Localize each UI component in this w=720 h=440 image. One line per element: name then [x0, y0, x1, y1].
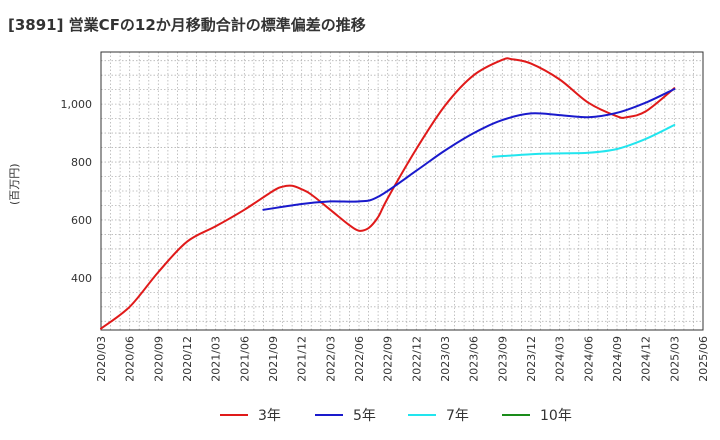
legend-label-3y: 3年 [258, 408, 281, 424]
legend-label-5y: 5年 [353, 408, 376, 424]
y-tick-label: 1,000 [61, 98, 93, 111]
y-tick-label: 400 [71, 272, 92, 285]
x-tick-label: 2020/06 [124, 336, 137, 382]
legend-item-5y: 5年 [315, 404, 376, 426]
legend-item-7y: 7年 [408, 404, 469, 426]
x-tick-label: 2021/12 [296, 336, 309, 382]
x-tick-label: 2023/06 [468, 336, 481, 382]
x-tick-label: 2024/03 [554, 336, 567, 382]
series-line-3y [100, 57, 676, 330]
x-tick-label: 2021/06 [238, 336, 251, 382]
legend-line-7y [408, 414, 436, 416]
x-tick-label: 2024/09 [611, 336, 624, 382]
x-tick-label: 2025/03 [668, 336, 681, 382]
legend-label-7y: 7年 [446, 408, 469, 424]
x-tick-label: 2022/03 [324, 336, 337, 382]
x-tick-label: 2022/06 [353, 336, 366, 382]
legend-line-5y [315, 414, 343, 416]
series-line-7y [491, 124, 676, 158]
x-tick-label: 2023/12 [525, 336, 538, 382]
x-tick-label: 2023/09 [496, 336, 509, 382]
chart-title: [3891] 営業CFの12か月移動合計の標準偏差の推移 [8, 16, 366, 34]
legend-line-10y [502, 414, 530, 416]
plot-frame [100, 51, 704, 331]
x-tick-label: 2024/06 [582, 336, 595, 382]
x-tick-label: 2024/12 [640, 336, 653, 382]
x-tick-label: 2022/12 [410, 336, 423, 382]
legend-label-10y: 10年 [540, 408, 572, 424]
legend-item-3y: 3年 [220, 404, 281, 426]
x-tick-label: 2021/03 [210, 336, 223, 382]
x-tick-label: 2025/06 [697, 336, 710, 382]
legend-line-3y [220, 414, 248, 416]
x-tick-label: 2021/09 [267, 336, 280, 382]
x-tick-label: 2022/09 [382, 336, 395, 382]
series-line-5y [262, 88, 676, 211]
y-tick-label: 600 [71, 214, 92, 227]
x-tick-label: 2020/03 [95, 336, 108, 382]
y-tick-label: 800 [71, 156, 92, 169]
x-tick-label: 2020/09 [152, 336, 165, 382]
legend-item-10y: 10年 [502, 404, 572, 426]
legend: 3年 5年 7年 10年 [220, 404, 620, 426]
x-tick-label: 2020/12 [181, 336, 194, 382]
x-tick-label: 2023/03 [439, 336, 452, 382]
